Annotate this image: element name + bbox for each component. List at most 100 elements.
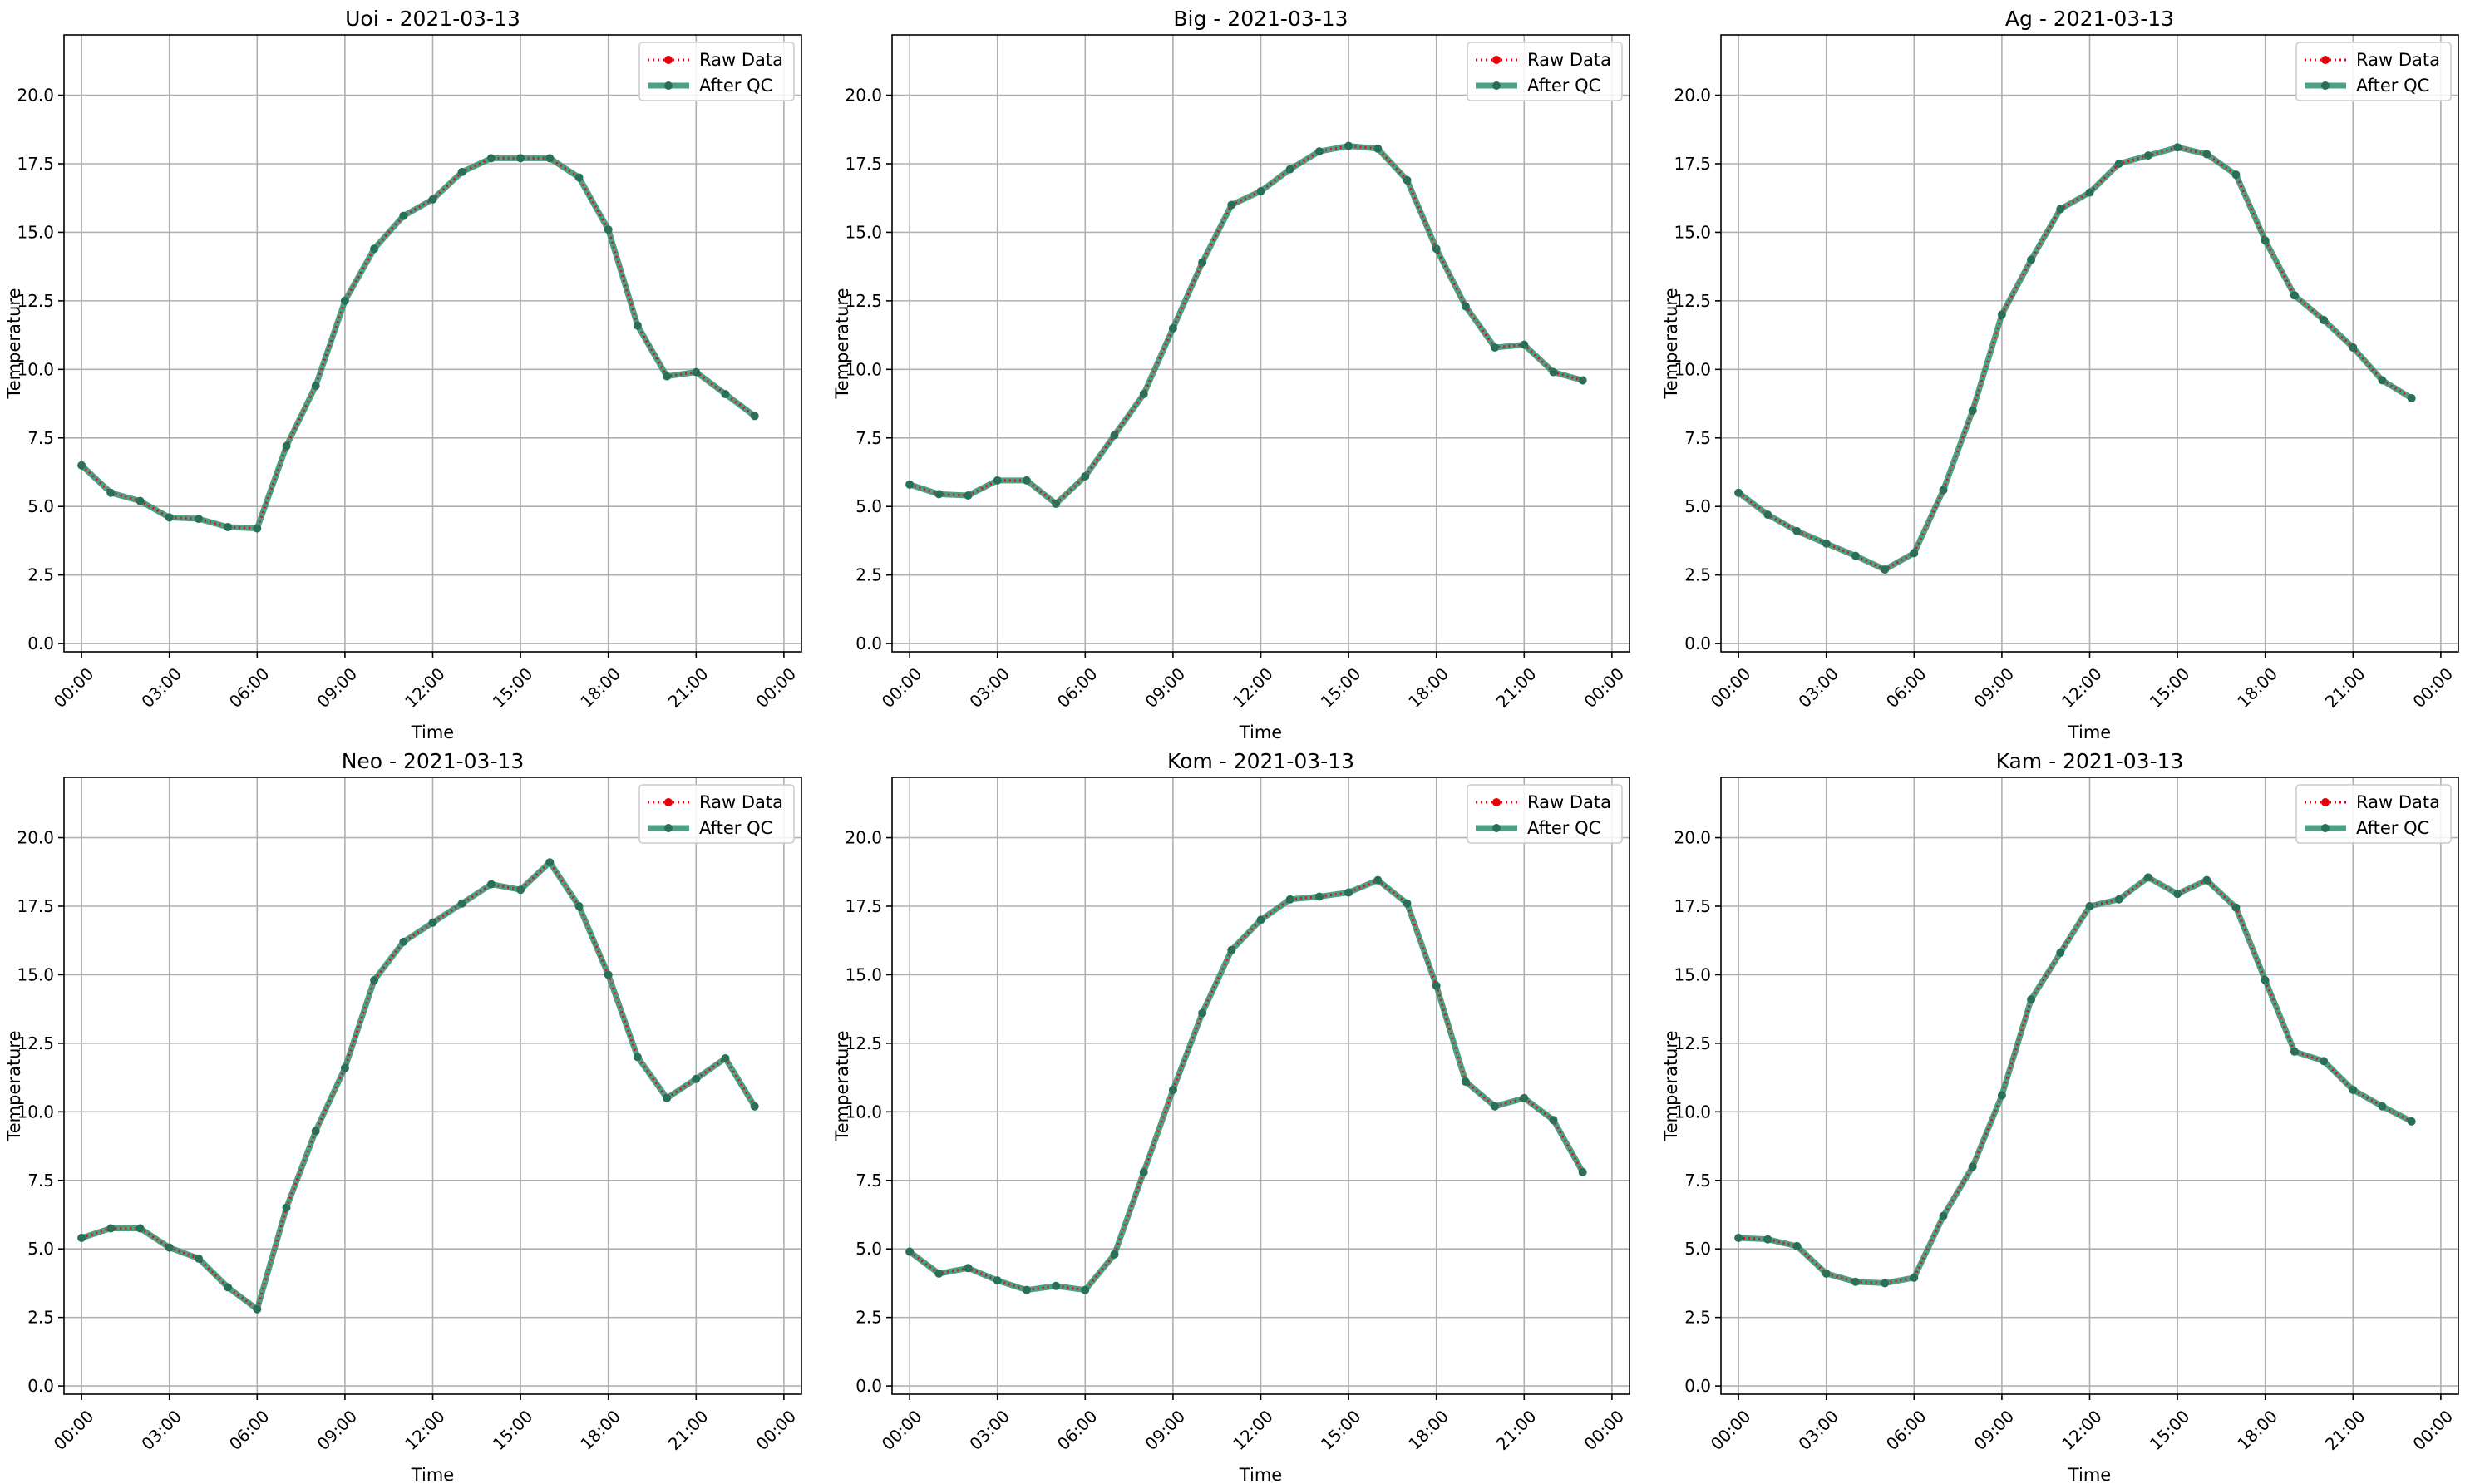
data-point bbox=[663, 372, 672, 381]
y-tick-label: 5.0 bbox=[855, 496, 882, 516]
y-tick-label: 20.0 bbox=[845, 828, 882, 848]
series-after-qc-line bbox=[906, 143, 1586, 507]
data-point bbox=[1110, 431, 1119, 440]
y-tick-label: 10.0 bbox=[845, 359, 882, 379]
data-point bbox=[633, 1053, 642, 1062]
data-point bbox=[1792, 526, 1802, 535]
x-tick-label: 12:00 bbox=[401, 663, 449, 712]
y-tick-label: 7.5 bbox=[855, 428, 882, 448]
data-point bbox=[2173, 143, 2182, 152]
data-point bbox=[1139, 1167, 1148, 1176]
data-point bbox=[1881, 1279, 1890, 1288]
legend-after-qc-marker bbox=[1492, 824, 1501, 832]
x-tick-label: 00:00 bbox=[50, 663, 98, 712]
x-tick-label: 12:00 bbox=[2058, 663, 2106, 712]
y-tick-label: 17.5 bbox=[1674, 154, 1711, 174]
x-tick-label: 21:00 bbox=[2321, 1406, 2369, 1454]
x-axis-label: Time bbox=[1239, 1465, 1282, 1481]
y-tick-label: 17.5 bbox=[1674, 896, 1711, 916]
y-tick-label: 0.0 bbox=[855, 634, 882, 653]
data-point bbox=[1285, 165, 1294, 174]
data-point bbox=[905, 480, 915, 489]
x-tick-label: 12:00 bbox=[2058, 1406, 2106, 1454]
legend-raw-marker bbox=[1492, 56, 1501, 64]
data-point bbox=[106, 488, 116, 497]
y-tick-label: 17.5 bbox=[845, 154, 882, 174]
data-point bbox=[2114, 159, 2123, 168]
chart-panel: 00:00 03:00 06:00 09:00 12:00 15:00 18:00 21:00… bbox=[1661, 7, 2459, 742]
y-tick-label: 10.0 bbox=[17, 359, 54, 379]
x-tick-label: 15:00 bbox=[2146, 1406, 2194, 1454]
data-point bbox=[964, 1264, 973, 1273]
data-point bbox=[1968, 406, 1977, 415]
legend-after-qc-label: After QC bbox=[1527, 76, 1600, 96]
data-point bbox=[1910, 549, 1919, 558]
legend-raw-label: Raw Data bbox=[1527, 792, 1611, 812]
legend-after-qc-marker bbox=[2321, 824, 2330, 832]
data-point bbox=[224, 522, 233, 531]
data-point bbox=[1227, 200, 1236, 210]
data-point bbox=[2320, 315, 2329, 324]
data-point bbox=[1763, 510, 1772, 520]
y-tick-label: 7.5 bbox=[1684, 1171, 1711, 1191]
y-tick-label: 15.0 bbox=[845, 964, 882, 984]
legend-after-qc-label: After QC bbox=[1527, 818, 1600, 838]
x-tick-label: 12:00 bbox=[401, 1406, 449, 1454]
data-point bbox=[1461, 1077, 1470, 1087]
y-tick-label: 10.0 bbox=[1674, 359, 1711, 379]
legend-raw-marker bbox=[664, 56, 673, 64]
data-point bbox=[1373, 875, 1383, 885]
series-after-qc-line bbox=[906, 877, 1586, 1294]
legend: Raw Data After QC bbox=[1467, 42, 1623, 101]
data-point bbox=[311, 382, 320, 391]
data-point bbox=[1578, 1167, 1587, 1176]
series-raw-line bbox=[1738, 875, 2413, 1284]
data-point bbox=[2056, 205, 2065, 214]
legend: Raw Data After QC bbox=[2295, 784, 2452, 844]
data-point bbox=[2114, 895, 2123, 904]
x-tick-label: 06:00 bbox=[225, 663, 274, 712]
y-tick-label: 2.5 bbox=[855, 1308, 882, 1328]
data-point bbox=[1081, 1285, 1090, 1294]
data-point bbox=[1285, 895, 1294, 904]
data-point bbox=[1822, 539, 1831, 548]
data-point bbox=[1432, 244, 1441, 254]
data-point bbox=[1763, 1235, 1772, 1244]
x-tick-label: 03:00 bbox=[137, 1406, 185, 1454]
data-point bbox=[428, 918, 437, 927]
y-tick-label: 15.0 bbox=[1674, 964, 1711, 984]
legend-raw-label: Raw Data bbox=[1527, 50, 1611, 70]
x-tick-label: 00:00 bbox=[1580, 663, 1628, 712]
data-point bbox=[2202, 875, 2211, 885]
grid bbox=[64, 35, 801, 652]
x-tick-label: 18:00 bbox=[576, 1406, 624, 1454]
x-tick-label: 00:00 bbox=[752, 1406, 800, 1454]
x-tick-label: 09:00 bbox=[313, 663, 361, 712]
data-point bbox=[1314, 892, 1324, 901]
data-point bbox=[1081, 471, 1090, 481]
data-point bbox=[1461, 302, 1470, 311]
x-tick-label: 03:00 bbox=[1794, 663, 1842, 712]
data-point bbox=[253, 524, 262, 533]
x-tick-label: 15:00 bbox=[1317, 1406, 1365, 1454]
y-tick-label: 20.0 bbox=[17, 828, 54, 848]
data-point bbox=[370, 976, 379, 985]
data-point bbox=[1851, 551, 1860, 560]
data-point bbox=[574, 901, 584, 910]
data-point bbox=[1314, 147, 1324, 156]
x-tick-label: 06:00 bbox=[1882, 1406, 1930, 1454]
x-tick-label: 03:00 bbox=[137, 663, 185, 712]
data-point bbox=[604, 225, 613, 234]
chart-panel: 00:00 03:00 06:00 09:00 12:00 15:00 18:00 21:00… bbox=[832, 7, 1630, 742]
data-point bbox=[1968, 1162, 1977, 1171]
data-point bbox=[1139, 390, 1148, 399]
y-axis-label: Temperature bbox=[4, 1030, 24, 1141]
data-point bbox=[2320, 1057, 2329, 1066]
legend-raw-marker bbox=[2321, 56, 2330, 64]
data-point bbox=[2378, 1102, 2387, 1111]
data-point bbox=[2231, 903, 2241, 912]
legend-after-qc-label: After QC bbox=[699, 76, 772, 96]
data-point bbox=[282, 1203, 291, 1212]
data-point bbox=[136, 1224, 145, 1233]
x-tick-label: 09:00 bbox=[313, 1406, 361, 1454]
